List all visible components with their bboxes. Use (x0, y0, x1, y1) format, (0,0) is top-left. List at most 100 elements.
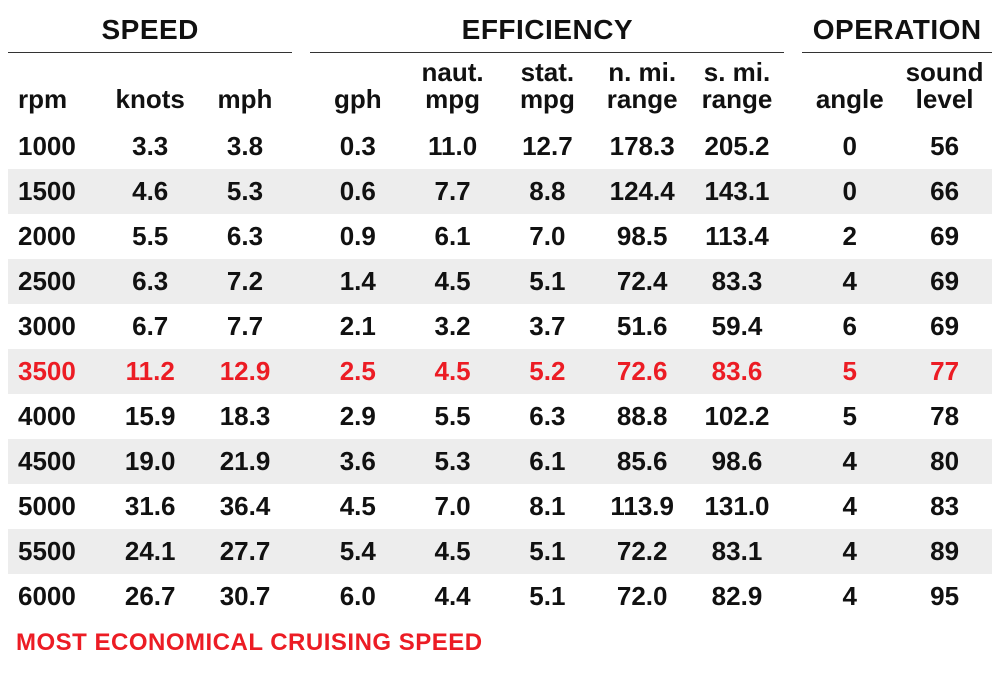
cell-knots: 26.7 (103, 574, 198, 619)
cell-knots: 15.9 (103, 394, 198, 439)
table-row: 350011.212.92.54.55.272.683.6577 (8, 349, 992, 394)
cell-angle: 4 (802, 484, 897, 529)
cell-gph: 1.4 (310, 259, 405, 304)
cell-angle: 0 (802, 124, 897, 169)
cell-srange: 82.9 (690, 574, 785, 619)
table-body: 10003.33.80.311.012.7178.3205.205615004.… (8, 124, 992, 619)
cell-gph: 5.4 (310, 529, 405, 574)
cell-knots: 3.3 (103, 124, 198, 169)
cell-rpm: 3500 (8, 349, 103, 394)
cell-angle: 0 (802, 169, 897, 214)
cell-gph: 4.5 (310, 484, 405, 529)
cell-sound: 83 (897, 484, 992, 529)
cell-sound: 78 (897, 394, 992, 439)
cell-knots: 5.5 (103, 214, 198, 259)
table-row: 20005.56.30.96.17.098.5113.4269 (8, 214, 992, 259)
cell-knots: 19.0 (103, 439, 198, 484)
cell-rpm: 5000 (8, 484, 103, 529)
cell-gph: 2.1 (310, 304, 405, 349)
cell-angle: 5 (802, 394, 897, 439)
table-row: 500031.636.4 4.57.08.1113.9131.0 483 (8, 484, 992, 529)
cell-srange: 131.0 (690, 484, 785, 529)
cell-nrange: 88.8 (595, 394, 690, 439)
cell-nmpg: 5.5 (405, 394, 500, 439)
cell-sound: 77 (897, 349, 992, 394)
table-row: 25006.37.21.44.55.172.483.3469 (8, 259, 992, 304)
cell-nrange: 72.4 (595, 259, 690, 304)
cell-mph: 12.9 (198, 349, 293, 394)
cell-nrange: 72.6 (595, 349, 690, 394)
cell-sound: 69 (897, 214, 992, 259)
cell-nrange: 72.0 (595, 574, 690, 619)
footer-note: MOST ECONOMICAL CRUISING SPEED (8, 619, 992, 661)
cell-angle: 4 (802, 574, 897, 619)
cell-nmpg: 4.4 (405, 574, 500, 619)
col-knots: knots (103, 53, 198, 124)
col-mph: mph (198, 53, 293, 124)
cell-nrange: 113.9 (595, 484, 690, 529)
col-srange: s. mi.range (690, 53, 785, 124)
cell-nmpg: 4.5 (405, 529, 500, 574)
cell-sound: 95 (897, 574, 992, 619)
col-rpm: rpm (8, 53, 103, 124)
table-row: 30006.77.72.13.23.751.659.4669 (8, 304, 992, 349)
cell-sound: 89 (897, 529, 992, 574)
table-row: 550024.127.75.44.55.172.283.1489 (8, 529, 992, 574)
cell-gph: 3.6 (310, 439, 405, 484)
cell-angle: 4 (802, 439, 897, 484)
cell-nmpg: 4.5 (405, 349, 500, 394)
cell-nmpg: 7.0 (405, 484, 500, 529)
cell-smpg: 7.0 (500, 214, 595, 259)
cell-nrange: 72.2 (595, 529, 690, 574)
cell-srange: 205.2 (690, 124, 785, 169)
cell-gph: 0.9 (310, 214, 405, 259)
cell-angle: 2 (802, 214, 897, 259)
group-header-operation: OPERATION (802, 12, 992, 53)
col-nrange: n. mi.range (595, 53, 690, 124)
cell-knots: 31.6 (103, 484, 198, 529)
cell-sound: 66 (897, 169, 992, 214)
cell-nrange: 124.4 (595, 169, 690, 214)
cell-rpm: 1000 (8, 124, 103, 169)
cell-nmpg: 3.2 (405, 304, 500, 349)
cell-rpm: 5500 (8, 529, 103, 574)
cell-smpg: 5.1 (500, 574, 595, 619)
table-row: 600026.730.76.04.45.172.082.9495 (8, 574, 992, 619)
cell-srange: 98.6 (690, 439, 785, 484)
cell-angle: 6 (802, 304, 897, 349)
cell-srange: 83.6 (690, 349, 785, 394)
col-nmpg: naut.mpg (405, 53, 500, 124)
cell-knots: 6.7 (103, 304, 198, 349)
cell-gph: 0.3 (310, 124, 405, 169)
cell-rpm: 4500 (8, 439, 103, 484)
cell-sound: 69 (897, 304, 992, 349)
col-angle: angle (802, 53, 897, 124)
group-header-speed: SPEED (8, 12, 292, 53)
cell-angle: 4 (802, 259, 897, 304)
cell-nmpg: 6.1 (405, 214, 500, 259)
cell-nmpg: 5.3 (405, 439, 500, 484)
cell-mph: 6.3 (198, 214, 293, 259)
cell-srange: 143.1 (690, 169, 785, 214)
cell-smpg: 5.1 (500, 529, 595, 574)
cell-rpm: 6000 (8, 574, 103, 619)
cell-sound: 69 (897, 259, 992, 304)
cell-knots: 11.2 (103, 349, 198, 394)
cell-nrange: 51.6 (595, 304, 690, 349)
col-gph: gph (310, 53, 405, 124)
table-row: 10003.33.80.311.012.7178.3205.2056 (8, 124, 992, 169)
col-sound: soundlevel (897, 53, 992, 124)
cell-mph: 18.3 (198, 394, 293, 439)
cell-smpg: 3.7 (500, 304, 595, 349)
cell-mph: 27.7 (198, 529, 293, 574)
cell-smpg: 8.1 (500, 484, 595, 529)
cell-nrange: 178.3 (595, 124, 690, 169)
cell-mph: 5.3 (198, 169, 293, 214)
cell-rpm: 2500 (8, 259, 103, 304)
cell-nmpg: 4.5 (405, 259, 500, 304)
cell-mph: 7.2 (198, 259, 293, 304)
cell-srange: 83.3 (690, 259, 785, 304)
cell-sound: 80 (897, 439, 992, 484)
cell-sound: 56 (897, 124, 992, 169)
cell-mph: 36.4 (198, 484, 293, 529)
